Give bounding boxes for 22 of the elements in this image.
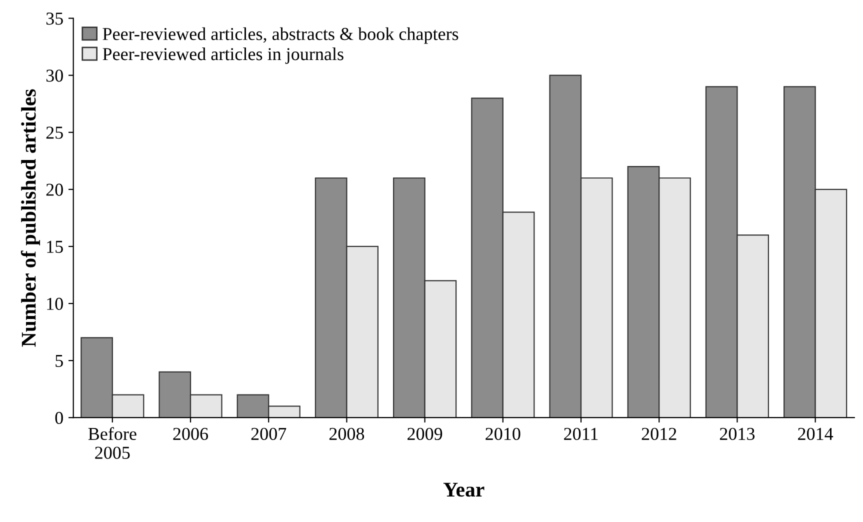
x-tick-label: 2013 xyxy=(720,428,755,440)
x-tick-label: 2011 xyxy=(564,428,598,440)
y-tick-label: 15 xyxy=(47,240,63,253)
y-tick-label: 35 xyxy=(46,12,63,25)
y-tick-label: 10 xyxy=(47,298,63,310)
x-axis-title: Year xyxy=(443,482,484,497)
x-tick-label: 2014 xyxy=(798,428,834,440)
x-tick-label: 2007 xyxy=(251,428,286,440)
y-tick-label: 0 xyxy=(55,412,63,424)
x-tick-label: 2012 xyxy=(642,428,676,440)
x-tick-label: 2008 xyxy=(329,428,364,440)
x-tick-label: 2009 xyxy=(408,428,442,440)
legend-label: Peer-reviewed articles, abstracts & book chapters xyxy=(102,27,458,44)
x-tick-label: 2010 xyxy=(486,428,520,440)
y-tick-label: 25 xyxy=(46,126,63,139)
y-tick-label: 30 xyxy=(46,70,63,82)
legend-label: Peer-reviewed articles in journals xyxy=(102,48,344,64)
y-axis-title: Number of published articles xyxy=(20,89,40,347)
x-tick-label: 2006 xyxy=(173,428,208,440)
y-tick-label: 20 xyxy=(46,184,63,196)
y-tick-label: 5 xyxy=(56,354,63,367)
x-tick-label: Before 2005 xyxy=(88,427,136,459)
